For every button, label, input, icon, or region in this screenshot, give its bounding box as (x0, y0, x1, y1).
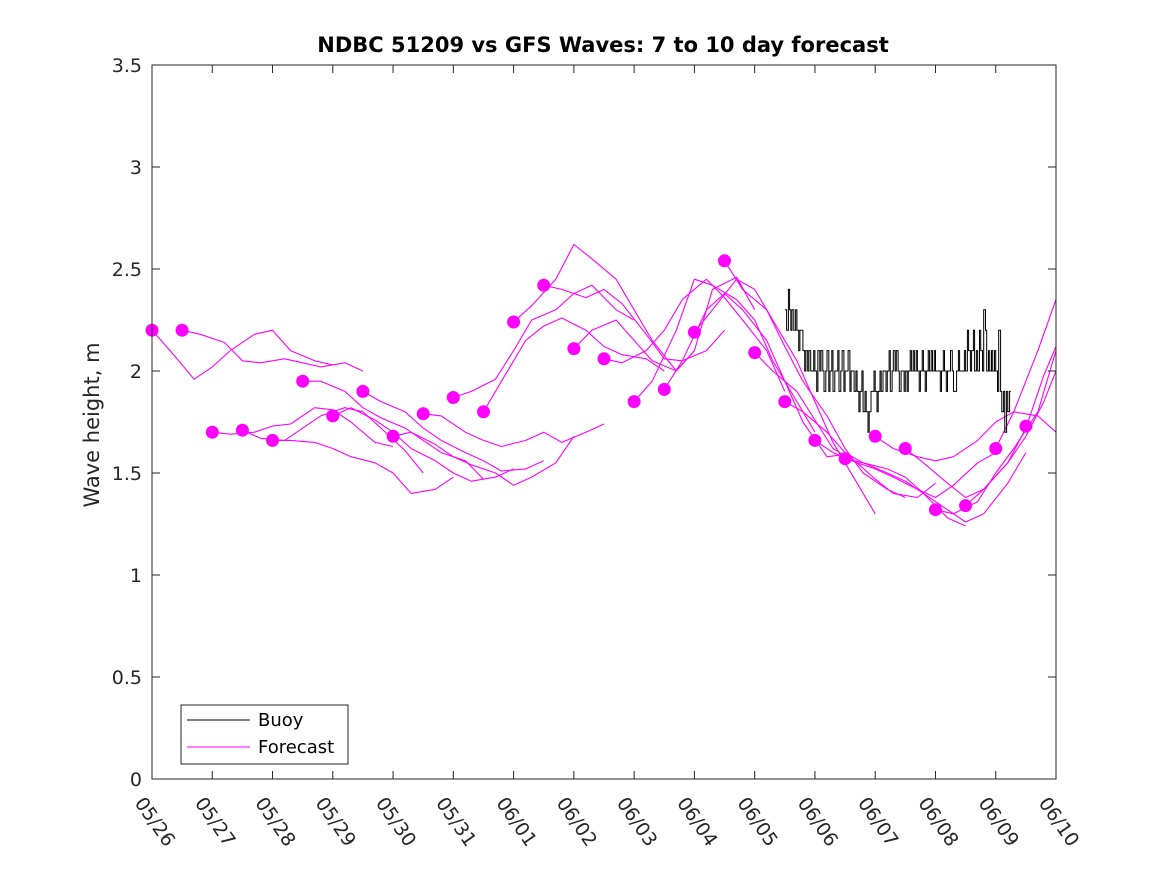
forecast-marker (748, 346, 762, 360)
chart-title: NDBC 51209 vs GFS Waves: 7 to 10 day for… (317, 33, 888, 57)
x-tick-label: 05/31 (431, 793, 480, 850)
forecast-line-25 (904, 370, 1057, 499)
forecast-line-15 (603, 278, 786, 392)
x-tick-label: 06/04 (672, 793, 721, 850)
forecast-marker (778, 395, 792, 409)
forecast-marker (567, 342, 581, 356)
forecast-line-26 (935, 350, 1057, 515)
forecast-marker (356, 384, 370, 398)
forecast-marker (446, 391, 460, 404)
x-tick-label: 05/29 (311, 793, 360, 850)
forecast-line-9 (423, 413, 605, 448)
forecast-line-10 (453, 284, 635, 399)
x-tick-label: 06/07 (853, 793, 902, 850)
forecast-marker (838, 452, 852, 466)
forecast-marker (687, 325, 701, 339)
x-tick-label: 06/06 (793, 793, 842, 850)
forecast-marker (989, 442, 1003, 455)
forecast-line-16 (633, 278, 816, 433)
legend-box (180, 704, 349, 765)
x-tick-label: 05/26 (130, 793, 179, 850)
x-tick-label: 06/03 (612, 793, 661, 850)
forecast-line-12 (513, 243, 695, 372)
y-ticks: 0 0.5 1 1.5 2 2.5 3 3.5 (112, 55, 1056, 791)
buoy-line (784, 288, 1011, 433)
forecast-marker (507, 315, 521, 329)
forecast-line-27 (965, 346, 1057, 507)
y-tick-label: 0 (130, 769, 142, 791)
forecast-marker (929, 503, 942, 517)
y-tick-label: 3 (130, 157, 142, 179)
forecast-line-7 (362, 390, 544, 472)
forecast-line-0 (151, 329, 333, 380)
y-tick-label: 3.5 (112, 55, 142, 77)
x-tick-label: 06/09 (974, 793, 1023, 850)
y-tick-label: 1.5 (112, 463, 142, 485)
legend-buoy-label: Buoy (258, 710, 304, 731)
y-tick-label: 1 (130, 565, 142, 587)
x-tick-label: 06/01 (492, 793, 541, 850)
x-tick-label: 05/27 (190, 793, 239, 850)
y-tick-label: 0.5 (112, 667, 142, 689)
x-tick-label: 06/05 (733, 793, 782, 850)
forecast-marker (718, 254, 731, 268)
forecast-marker (326, 409, 340, 423)
forecast-marker (657, 382, 671, 396)
forecast-line-19 (724, 260, 906, 499)
forecast-marker (205, 425, 219, 439)
forecast-marker (266, 433, 279, 447)
forecast-marker (477, 405, 490, 419)
y-axis-label: Wave height, m (80, 342, 104, 507)
forecast-marker (898, 442, 912, 455)
legend: Buoy Forecast (180, 704, 349, 765)
x-tick-label: 06/02 (552, 793, 601, 850)
forecast-line-14 (573, 276, 756, 372)
forecast-marker (416, 407, 430, 421)
x-tick-label: 05/30 (371, 793, 420, 850)
x-tick-label: 06/10 (1034, 793, 1083, 850)
forecast-marker (296, 374, 310, 388)
forecast-line-6 (332, 407, 514, 482)
y-tick-label: 2 (130, 361, 142, 383)
plot-markers (145, 254, 1033, 517)
forecast-marker (627, 395, 641, 409)
forecast-marker (537, 278, 551, 292)
forecast-line-13 (543, 284, 725, 362)
forecast-marker (868, 429, 882, 443)
plot-lines (151, 243, 1057, 527)
forecast-line-23 (844, 452, 1027, 523)
forecast-line-4 (272, 439, 454, 494)
forecast-marker (386, 429, 400, 443)
axes-box (151, 64, 1057, 780)
forecast-marker (959, 499, 973, 513)
x-tick-label: 06/08 (913, 793, 962, 850)
forecast-marker (808, 433, 822, 447)
forecast-line-8 (392, 431, 575, 486)
legend-forecast-label: Forecast (258, 737, 334, 758)
forecast-marker (1019, 419, 1033, 433)
x-tick-label: 05/28 (250, 793, 299, 850)
forecast-marker (175, 323, 189, 337)
forecast-marker (235, 423, 249, 437)
y-tick-label: 2.5 (112, 259, 142, 281)
forecast-line-1 (181, 329, 364, 372)
forecast-marker (597, 352, 611, 366)
